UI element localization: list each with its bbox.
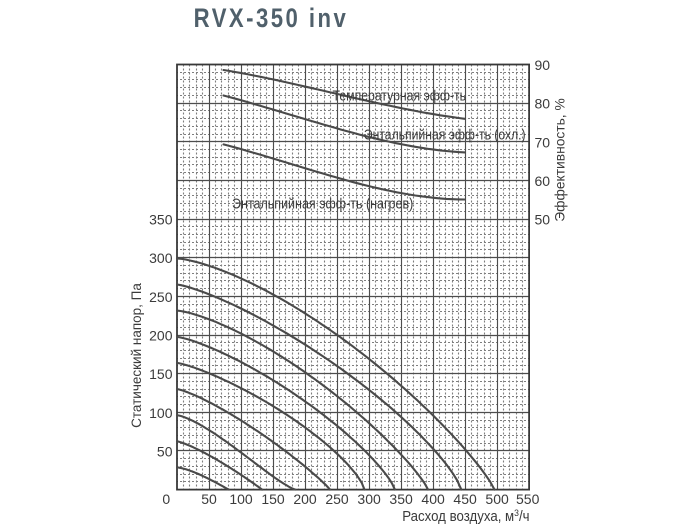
svg-text:350: 350 <box>149 212 173 228</box>
svg-text:100: 100 <box>229 491 253 507</box>
svg-text:Энтальпийная эфф-ть (охл.): Энтальпийная эфф-ть (охл.) <box>364 126 526 142</box>
svg-text:450: 450 <box>453 491 477 507</box>
svg-text:50: 50 <box>157 444 173 460</box>
svg-text:60: 60 <box>535 173 551 189</box>
svg-text:Температурная эфф-ть: Температурная эфф-ть <box>333 87 466 103</box>
svg-text:RVX-350 inv: RVX-350 inv <box>194 4 349 34</box>
svg-text:50: 50 <box>535 212 551 228</box>
svg-text:Расход воздуха, м3/ч: Расход воздуха, м3/ч <box>402 508 529 525</box>
svg-text:200: 200 <box>293 491 317 507</box>
svg-text:Статический напор, Па: Статический напор, Па <box>129 283 144 428</box>
svg-text:300: 300 <box>357 491 381 507</box>
svg-text:0: 0 <box>162 491 170 507</box>
svg-text:350: 350 <box>389 491 413 507</box>
svg-text:400: 400 <box>421 491 445 507</box>
svg-text:250: 250 <box>325 491 349 507</box>
svg-text:100: 100 <box>149 405 173 421</box>
svg-text:150: 150 <box>149 366 173 382</box>
svg-text:80: 80 <box>535 96 551 112</box>
svg-text:300: 300 <box>149 250 173 266</box>
svg-text:Энтальпийная эфф-ть (нагрев): Энтальпийная эфф-ть (нагрев) <box>232 196 413 212</box>
svg-text:500: 500 <box>485 491 509 507</box>
svg-text:150: 150 <box>261 491 285 507</box>
svg-text:Эффективность, %: Эффективность, % <box>553 98 568 221</box>
svg-text:550: 550 <box>516 491 540 507</box>
svg-text:90: 90 <box>535 57 551 73</box>
svg-text:250: 250 <box>149 289 173 305</box>
svg-text:200: 200 <box>149 328 173 344</box>
svg-text:50: 50 <box>201 491 217 507</box>
svg-text:70: 70 <box>535 134 551 150</box>
